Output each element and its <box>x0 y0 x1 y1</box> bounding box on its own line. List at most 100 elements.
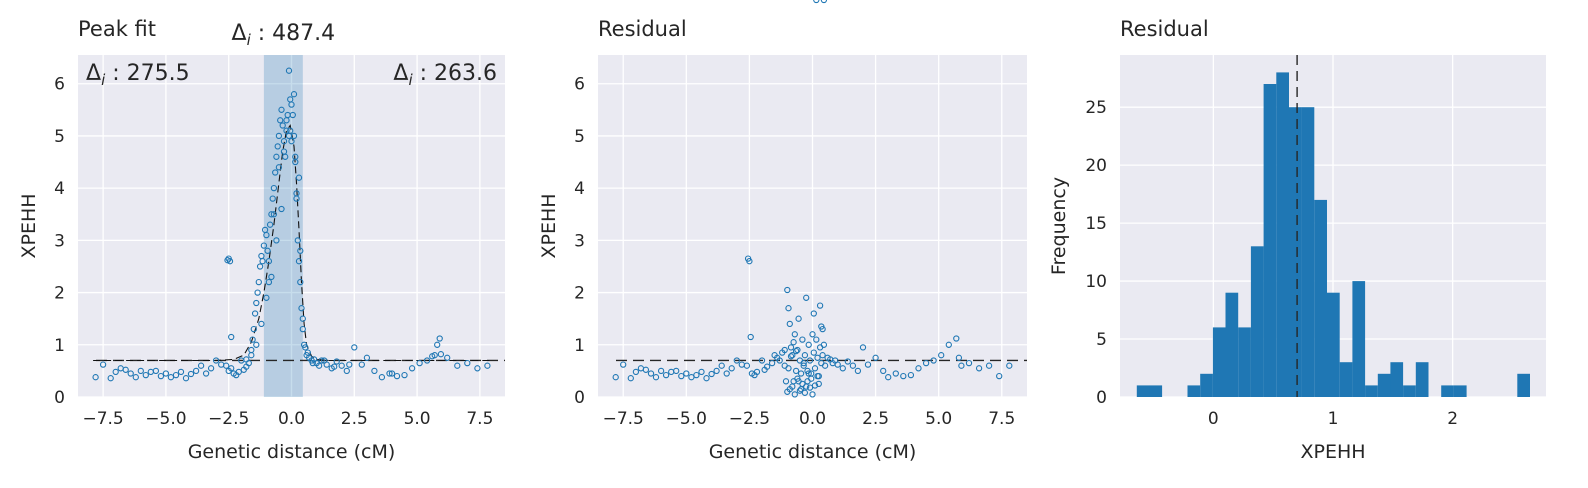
data-point <box>627 375 634 382</box>
data-point <box>275 132 283 140</box>
data-point <box>298 305 305 312</box>
data-point <box>818 323 825 330</box>
data-point <box>182 375 190 382</box>
data-point <box>251 310 259 317</box>
data-point <box>278 106 285 113</box>
y-tick-label: 6 <box>574 75 585 95</box>
data-point <box>371 367 378 375</box>
data-point <box>280 138 288 145</box>
data-point <box>819 352 826 359</box>
data-point <box>820 0 828 4</box>
data-point <box>223 362 230 369</box>
data-point <box>302 344 309 351</box>
data-point <box>811 382 819 389</box>
data-point <box>821 362 829 369</box>
data-point <box>437 351 445 358</box>
y-tick-label: 1 <box>574 336 585 356</box>
y-tick-label: 6 <box>54 75 65 95</box>
data-point <box>363 354 371 361</box>
data-point <box>177 368 185 376</box>
data-point <box>248 346 255 354</box>
histogram-bar <box>1149 385 1163 397</box>
histogram-bar <box>1390 362 1404 397</box>
data-point <box>787 344 795 351</box>
data-point <box>331 363 338 370</box>
data-point <box>810 349 817 356</box>
histogram-bar <box>1352 281 1366 397</box>
data-point <box>758 357 766 364</box>
data-point <box>900 372 907 380</box>
data-point <box>293 195 300 202</box>
x-axis-label: Genetic distance (cM) <box>188 441 396 463</box>
data-point <box>167 374 175 381</box>
data-point <box>1006 362 1013 369</box>
data-point <box>122 366 129 373</box>
data-point <box>212 357 220 364</box>
data-point <box>797 370 805 377</box>
data-point <box>260 242 268 249</box>
data-point <box>683 370 690 377</box>
data-point <box>321 357 328 364</box>
data-point <box>416 359 423 367</box>
data-point <box>955 354 963 361</box>
y-tick-label: 5 <box>1096 330 1107 350</box>
y-tick-label: 0 <box>1096 388 1107 408</box>
data-point <box>401 371 408 379</box>
data-point <box>127 370 134 377</box>
data-point <box>996 372 1003 380</box>
data-point <box>228 333 235 341</box>
data-point <box>768 359 776 367</box>
data-point <box>795 315 802 322</box>
data-point <box>224 257 231 264</box>
data-point <box>309 359 316 367</box>
histogram-bar <box>1276 72 1289 398</box>
data-point <box>799 336 806 343</box>
data-point <box>786 320 793 328</box>
data-point <box>277 117 284 124</box>
panel-1: −7.5 −5.0 −2.5 0.0 2.5 5.0 7.5 0 1 2 3 4 5 6 Peak fit G… <box>18 17 505 463</box>
data-point <box>299 325 306 333</box>
data-point <box>294 237 301 244</box>
y-axis-label: Frequency <box>1048 177 1070 275</box>
x-tick-label: 2.5 <box>862 409 889 429</box>
data-point <box>112 368 119 376</box>
data-point <box>250 325 257 333</box>
x-tick-label: 7.5 <box>466 409 493 429</box>
data-point <box>172 371 180 379</box>
data-point <box>733 357 740 364</box>
data-point <box>813 0 820 4</box>
data-point <box>434 341 441 348</box>
data-point <box>922 359 930 367</box>
annotation-top: Δi : 487.4 <box>232 21 336 49</box>
data-point <box>137 367 144 375</box>
histogram-bar <box>1339 362 1353 397</box>
data-point <box>806 384 814 391</box>
data-point <box>806 357 814 364</box>
data-point <box>351 344 358 351</box>
data-point <box>253 341 260 348</box>
data-point <box>256 263 264 270</box>
data-point <box>688 374 695 381</box>
data-point <box>202 370 210 377</box>
y-axis-label: XPEHH <box>18 193 40 258</box>
data-point <box>378 374 386 381</box>
data-point <box>785 365 792 372</box>
histogram-bar <box>1238 327 1251 397</box>
data-point <box>259 258 266 265</box>
data-point <box>393 372 401 380</box>
x-tick-label: −7.5 <box>603 409 644 429</box>
y-tick-label: 15 <box>1085 214 1107 234</box>
y-tick-label: 1 <box>54 336 65 356</box>
data-point <box>338 362 345 369</box>
data-point <box>784 286 791 294</box>
data-point <box>800 362 807 369</box>
data-point <box>693 371 700 379</box>
data-point <box>279 122 286 129</box>
x-tick-label: −2.5 <box>729 409 770 429</box>
y-tick-label: 4 <box>574 179 585 199</box>
data-point <box>805 341 812 348</box>
data-point <box>849 362 857 369</box>
data-point <box>287 127 294 134</box>
data-point <box>864 361 872 368</box>
